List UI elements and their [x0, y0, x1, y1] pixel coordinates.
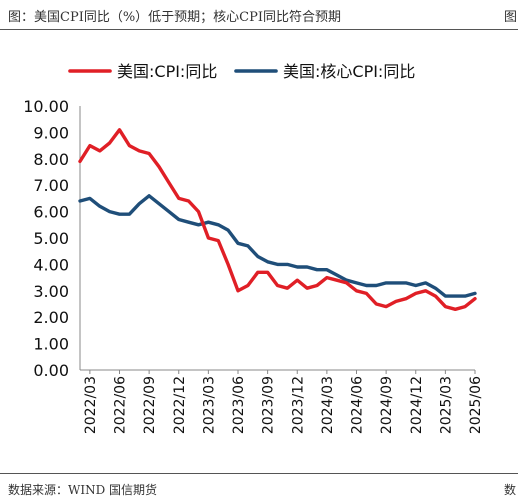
- y-tick-label: 7.00: [33, 176, 69, 195]
- footer-divider: [0, 473, 518, 474]
- series-line-core-cpi: [78, 194, 477, 298]
- y-tick-label: 5.00: [33, 229, 69, 248]
- x-tick-label: 2024/06: [350, 376, 366, 434]
- y-tick-label: 6.00: [33, 203, 69, 222]
- y-tick-label: 9.00: [33, 123, 69, 142]
- x-tick-label: 2025/06: [468, 376, 484, 434]
- x-tick-label: 2022/09: [142, 376, 158, 434]
- header-bar: 图：美国CPI同比（%）低于预期；核心CPI同比符合预期 图: [0, 0, 518, 30]
- x-tick-label: 2023/09: [261, 376, 277, 434]
- x-tick-label: 2023/06: [231, 376, 247, 434]
- chart-legend: 美国:CPI:同比 美国:核心CPI:同比: [68, 62, 415, 81]
- footer-edge-text: 数: [504, 483, 517, 497]
- x-tick-label: 2024/03: [320, 376, 336, 434]
- y-tick-label: 3.00: [33, 282, 69, 301]
- y-tick-label: 2.00: [33, 308, 69, 327]
- x-tick-label: 2022/03: [83, 376, 99, 434]
- x-tick-label: 2024/12: [409, 376, 425, 434]
- y-tick-label: 4.00: [33, 255, 69, 274]
- x-tick-label: 2023/12: [290, 376, 306, 434]
- legend-item-cpi: 美国:CPI:同比: [68, 62, 217, 81]
- figure-title: 图：美国CPI同比（%）低于预期；核心CPI同比符合预期: [8, 10, 342, 25]
- x-tick-label: 2022/06: [113, 376, 129, 434]
- header-edge-text: 图: [504, 10, 518, 22]
- legend-label: 美国:CPI:同比: [117, 62, 217, 81]
- x-tick-label: 2023/03: [201, 376, 217, 434]
- x-tick-label: 2024/09: [379, 376, 395, 434]
- legend-label: 美国:核心CPI:同比: [283, 62, 415, 81]
- x-tick-label: 2025/03: [438, 376, 454, 434]
- x-tick-label: 2022/12: [172, 376, 188, 434]
- series-line-cpi: [78, 128, 477, 311]
- y-axis: 0.00 1.00 2.00 3.00 4.00 5.00 6.00 7.00 8.00 9.00…: [23, 97, 81, 380]
- y-tick-label: 8.00: [33, 150, 69, 169]
- plot-area: [78, 128, 477, 311]
- y-tick-label: 1.00: [33, 335, 69, 354]
- cpi-line-chart: 美国:CPI:同比 美国:核心CPI:同比 0.00 1.00 2.00 3.00 4.0…: [23, 62, 484, 434]
- source-note: 数据来源：WIND 国信期货: [8, 483, 158, 497]
- legend-item-core-cpi: 美国:核心CPI:同比: [234, 62, 415, 81]
- y-tick-label: 10.00: [23, 97, 69, 116]
- x-axis: 2022/03 2022/06 2022/09 2022/12 2023/03 2023/…: [80, 369, 484, 434]
- y-tick-label: 0.00: [33, 361, 69, 380]
- header-divider: [0, 29, 518, 30]
